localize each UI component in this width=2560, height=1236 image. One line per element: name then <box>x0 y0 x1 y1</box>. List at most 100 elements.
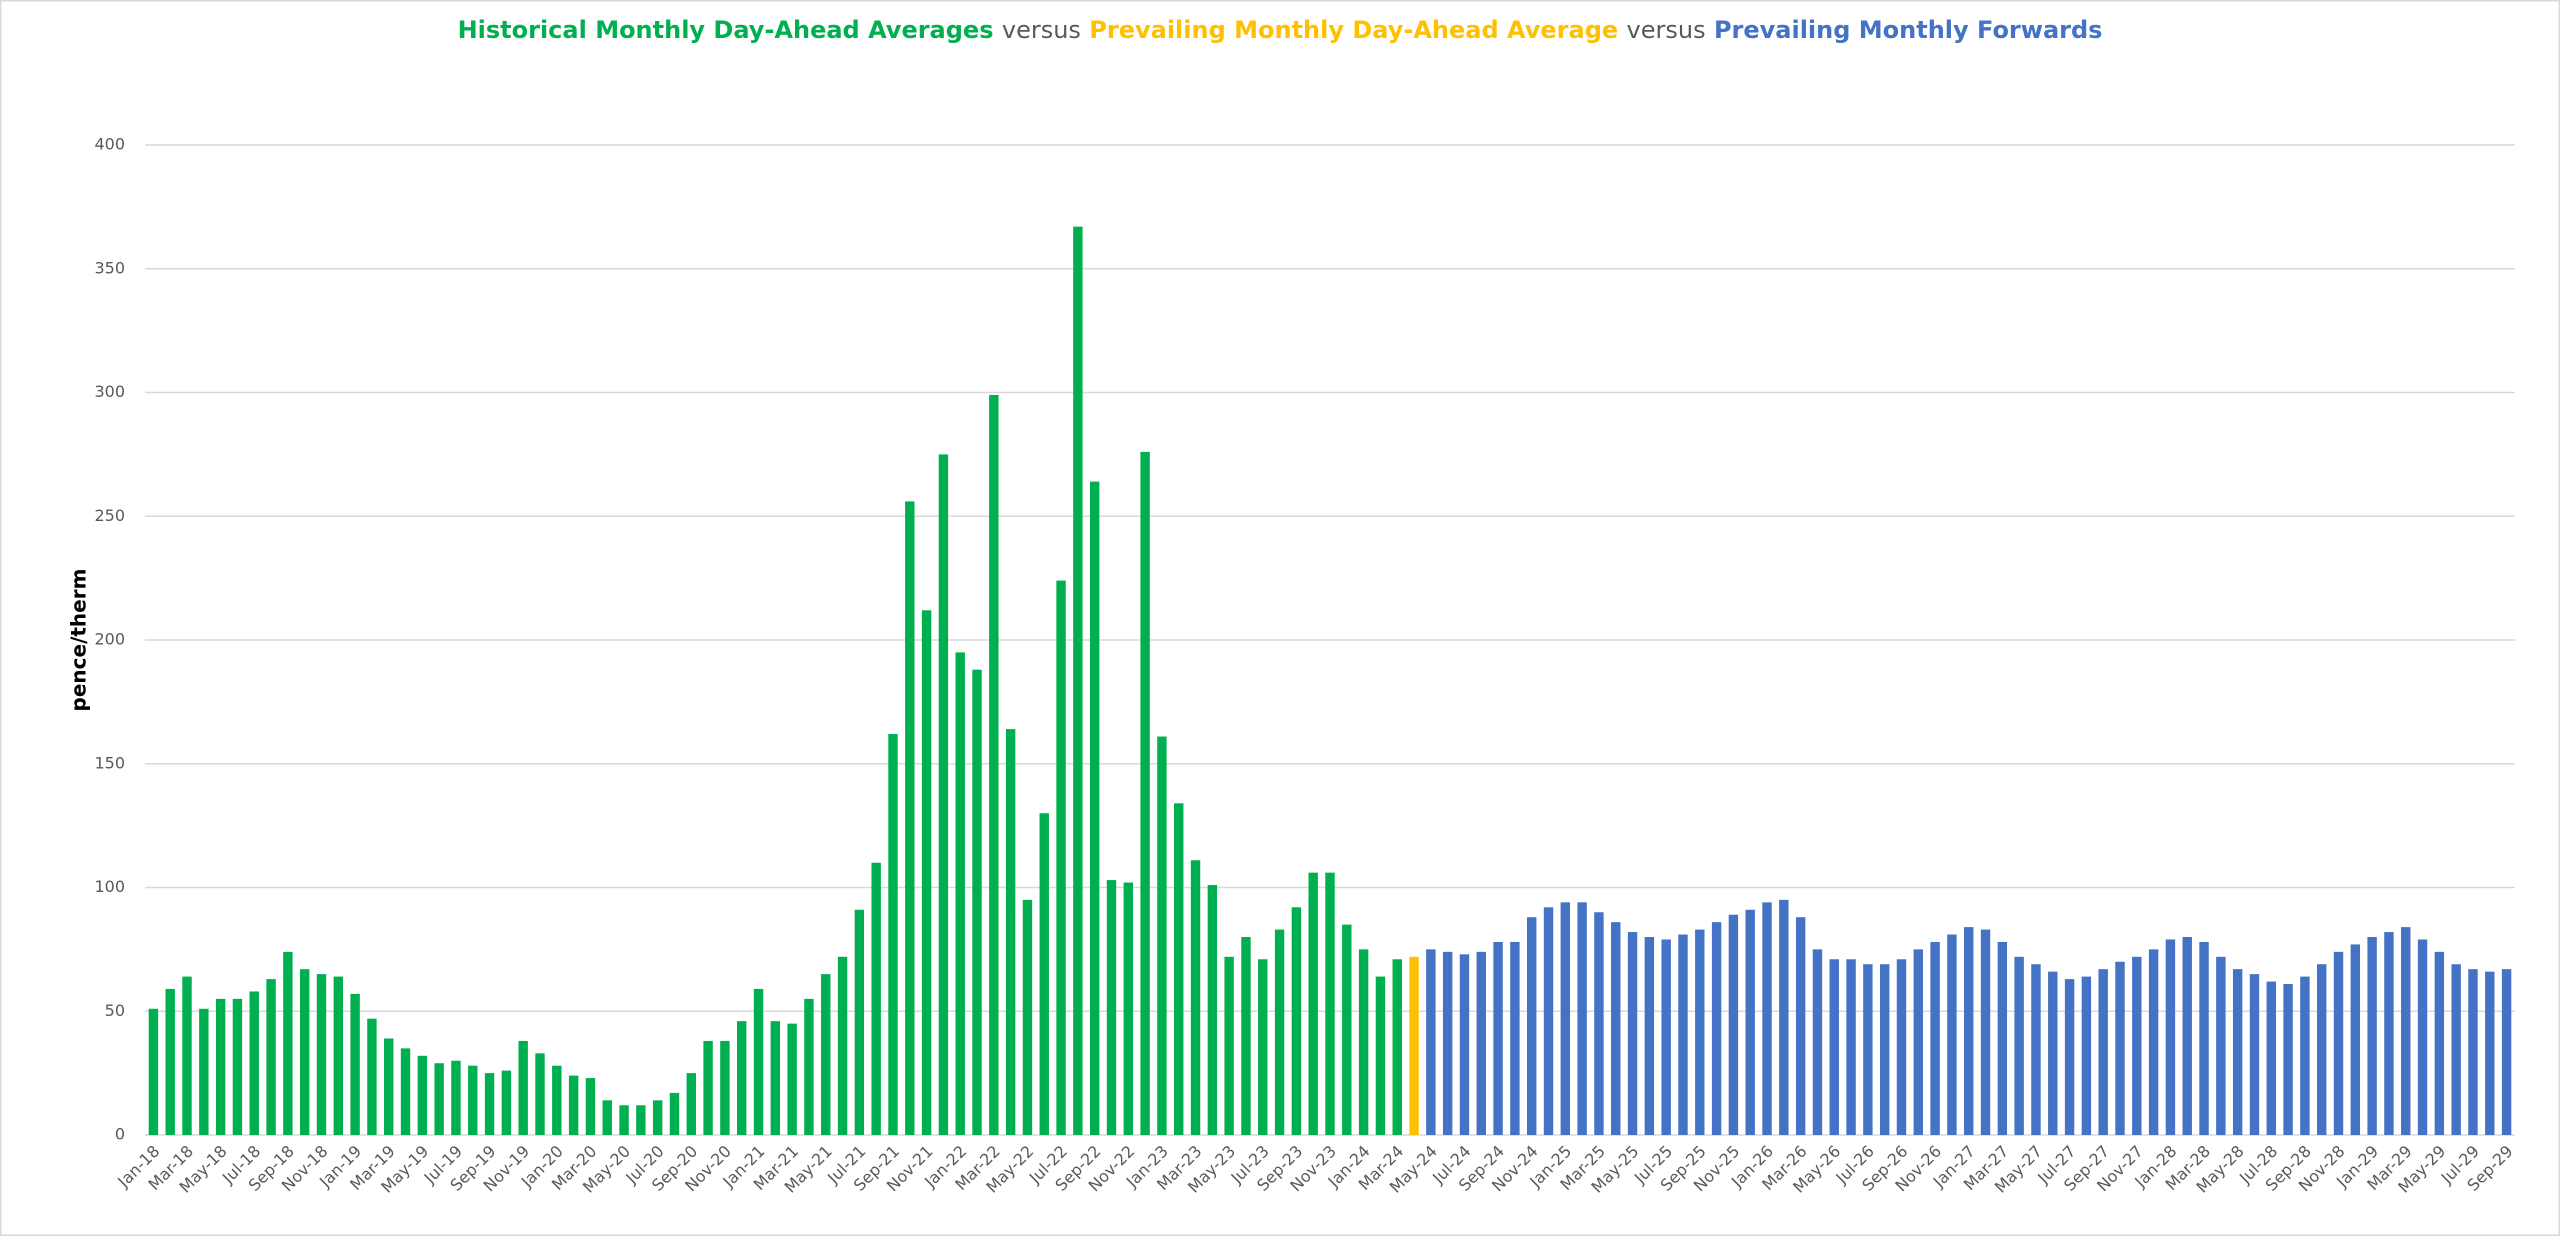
bar <box>921 610 932 1135</box>
y-tick-label: 300 <box>94 382 125 401</box>
bar <box>669 1092 680 1135</box>
bar <box>652 1100 663 1135</box>
bar <box>585 1078 596 1135</box>
y-tick-label: 250 <box>94 506 125 525</box>
bar <box>1829 959 1839 1135</box>
bar <box>484 1073 495 1135</box>
bar <box>736 1021 747 1135</box>
bar <box>1375 976 1386 1135</box>
bar <box>1879 964 1890 1135</box>
y-tick-label: 0 <box>115 1125 125 1144</box>
bar <box>1022 899 1033 1135</box>
bar <box>1476 951 1486 1135</box>
bar <box>1073 226 1083 1136</box>
title-series-name: Prevailing Monthly Forwards <box>1714 16 2103 44</box>
bar <box>787 1023 797 1135</box>
bar <box>1526 917 1537 1135</box>
bar <box>1762 902 1772 1135</box>
bar <box>1846 959 1856 1135</box>
bar <box>1560 902 1571 1135</box>
bar <box>2199 941 2209 1135</box>
bar <box>316 974 327 1135</box>
bar <box>1644 937 1655 1135</box>
bar <box>384 1038 394 1135</box>
bar <box>299 969 310 1135</box>
bar <box>1863 964 1873 1135</box>
bar <box>1543 907 1554 1135</box>
bar <box>1980 929 1991 1135</box>
bar <box>1274 929 1285 1135</box>
title-series-name: Prevailing Monthly Day-Ahead Average <box>1089 16 1618 44</box>
bar <box>266 979 276 1135</box>
bar <box>1611 922 1621 1135</box>
y-tick-label: 50 <box>105 1001 125 1020</box>
bar <box>434 1063 444 1135</box>
bar <box>1459 954 1470 1135</box>
bar <box>2485 971 2495 1135</box>
bar <box>1997 941 2008 1135</box>
bar <box>400 1048 411 1135</box>
bar <box>283 951 293 1135</box>
bar <box>350 993 360 1135</box>
bar <box>1190 860 1201 1135</box>
y-tick-label: 150 <box>94 753 125 772</box>
bar <box>2232 969 2243 1135</box>
y-tick-label: 100 <box>94 877 125 896</box>
bar <box>1426 949 1436 1135</box>
bar <box>703 1040 713 1135</box>
bar <box>1930 941 1940 1135</box>
bar <box>2132 956 2142 1135</box>
y-tick-label: 200 <box>94 630 125 649</box>
bar <box>1224 956 1234 1135</box>
bar <box>2468 969 2478 1135</box>
bar <box>2451 964 2461 1135</box>
bar <box>232 998 243 1135</box>
bar <box>821 974 831 1135</box>
bar <box>2216 956 2226 1135</box>
chart-title: Historical Monthly Day-Ahead Averages ve… <box>458 16 2103 44</box>
bar <box>2064 979 2075 1135</box>
bar <box>720 1040 730 1135</box>
bar <box>2333 951 2344 1135</box>
bar <box>451 1060 461 1135</box>
bar <box>2384 932 2394 1135</box>
bar <box>165 988 175 1135</box>
bar <box>854 909 865 1135</box>
bar <box>1056 580 1066 1135</box>
bar <box>2501 969 2512 1135</box>
bar <box>2350 944 2361 1135</box>
bar <box>1392 959 1402 1135</box>
bar <box>1157 736 1167 1135</box>
bar <box>871 862 881 1135</box>
bar <box>2367 937 2377 1135</box>
title-connector: versus <box>1002 16 1081 44</box>
bar <box>1174 803 1184 1135</box>
bar <box>2401 927 2411 1135</box>
bar <box>804 998 814 1135</box>
bar <box>1325 872 1335 1135</box>
bar <box>1594 912 1604 1135</box>
bar <box>2148 949 2159 1135</box>
bar <box>1493 941 1503 1135</box>
bar <box>619 1105 629 1135</box>
bar <box>753 988 764 1135</box>
bar <box>1711 922 1722 1135</box>
bar <box>1510 941 1520 1135</box>
bar <box>199 1008 209 1135</box>
bar <box>148 1008 159 1135</box>
bar <box>636 1105 646 1135</box>
bar <box>1291 907 1302 1135</box>
bar <box>2182 937 2192 1135</box>
bar <box>955 652 965 1135</box>
bar <box>1577 902 1587 1135</box>
bar <box>938 454 949 1135</box>
bar <box>1678 934 1688 1135</box>
bar <box>1005 729 1016 1135</box>
bar <box>1409 956 1419 1135</box>
bar <box>837 956 848 1135</box>
bar <box>1207 885 1218 1135</box>
bar <box>1913 949 1924 1135</box>
bar <box>1442 951 1453 1135</box>
bar <box>2098 969 2108 1135</box>
